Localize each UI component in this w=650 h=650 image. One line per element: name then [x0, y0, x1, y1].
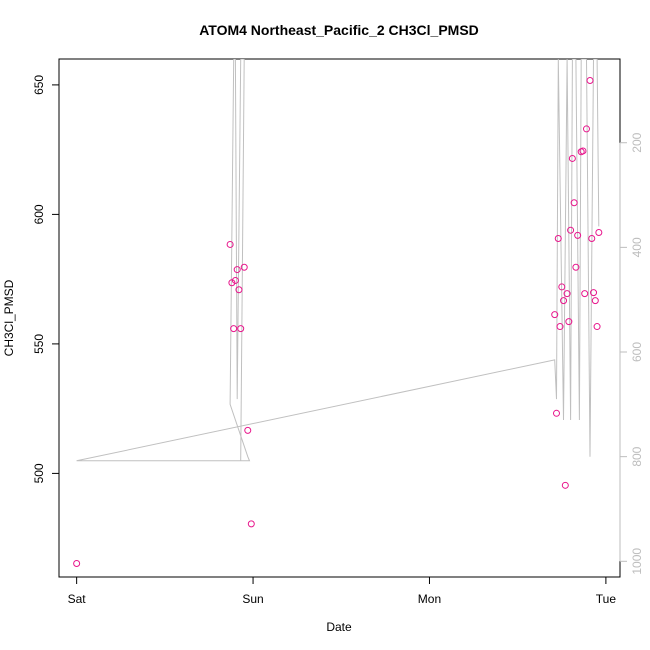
data-point: [558, 283, 566, 291]
data-point: [73, 560, 81, 568]
data-point: [568, 154, 576, 162]
data-point: [579, 147, 587, 155]
grey-line: [76, 59, 600, 462]
y-axis-label: CH3Cl_PMSD: [2, 279, 16, 356]
data-point: [590, 289, 598, 297]
data-point: [570, 199, 578, 207]
y-tick-label: 550: [32, 334, 46, 354]
data-point: [567, 226, 575, 234]
data-point: [552, 409, 560, 417]
x-tick-label: Sun: [242, 592, 263, 606]
data-point: [556, 323, 564, 331]
data-point: [591, 297, 599, 305]
right-tick-label: 600: [630, 342, 644, 362]
y-tick-label: 600: [32, 204, 46, 224]
data-point: [240, 263, 248, 271]
data-point: [228, 279, 236, 287]
x-tick-label: Mon: [418, 592, 441, 606]
data-point: [244, 426, 252, 434]
y-tick-label: 500: [32, 463, 46, 483]
data-point: [595, 229, 603, 237]
plot-frame: [58, 58, 621, 578]
x-axis: Sat Sun Mon Tue: [68, 576, 617, 606]
right-tick-label: 400: [630, 237, 644, 257]
x-tick-label: Tue: [596, 592, 617, 606]
data-point: [563, 290, 571, 298]
data-point: [235, 286, 243, 294]
right-axis: 200 400 600 800 1000: [619, 132, 644, 575]
data-point: [561, 481, 569, 489]
x-axis-label: Date: [326, 620, 352, 634]
right-tick-label: 1000: [630, 548, 644, 575]
data-point: [226, 240, 234, 248]
y-tick-label: 650: [32, 75, 46, 95]
data-point: [586, 76, 594, 84]
data-point: [593, 323, 601, 331]
data-point: [554, 234, 562, 242]
x-tick-label: Sat: [68, 592, 87, 606]
point-series: [73, 76, 603, 568]
data-point: [247, 520, 255, 528]
data-point: [233, 266, 241, 274]
right-tick-label: 200: [630, 132, 644, 152]
chart-title: ATOM4 Northeast_Pacific_2 CH3Cl_PMSD: [199, 22, 479, 38]
data-point: [231, 276, 239, 284]
data-point: [230, 325, 238, 333]
y-axis: 500 550 600 650: [32, 75, 60, 483]
data-point: [588, 234, 596, 242]
grey-line-series: [76, 59, 600, 462]
data-point: [237, 325, 245, 333]
data-point: [574, 231, 582, 239]
data-point: [560, 297, 568, 305]
data-point: [572, 263, 580, 271]
data-point: [551, 311, 559, 319]
data-point: [581, 290, 589, 298]
data-point: [565, 318, 573, 326]
right-tick-label: 800: [630, 446, 644, 466]
data-point: [582, 125, 590, 133]
